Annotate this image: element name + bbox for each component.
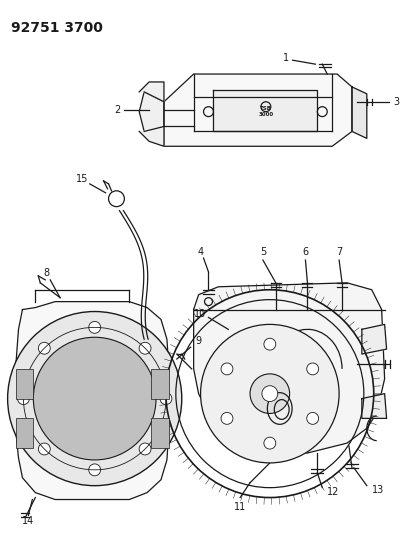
Text: 6: 6 [302, 247, 308, 257]
Circle shape [38, 342, 50, 354]
Polygon shape [194, 283, 385, 453]
Text: 11: 11 [234, 503, 246, 512]
Polygon shape [139, 82, 164, 102]
Circle shape [139, 342, 151, 354]
Bar [151, 369, 169, 399]
Circle shape [33, 337, 156, 460]
Bar [16, 418, 33, 448]
Bar [16, 369, 33, 399]
Polygon shape [139, 126, 164, 146]
Polygon shape [362, 325, 386, 354]
Circle shape [221, 413, 233, 424]
Text: 10: 10 [194, 309, 207, 319]
Text: 5: 5 [260, 247, 266, 257]
Bar [151, 418, 169, 448]
Text: 4: 4 [198, 247, 204, 257]
Text: 3: 3 [394, 97, 400, 107]
Circle shape [262, 386, 278, 401]
Polygon shape [16, 302, 169, 499]
Text: 2: 2 [114, 104, 120, 115]
Circle shape [264, 338, 276, 350]
Circle shape [139, 443, 151, 455]
Text: 15: 15 [76, 174, 88, 184]
Polygon shape [164, 74, 352, 146]
Text: 8: 8 [43, 268, 49, 278]
Polygon shape [139, 92, 164, 146]
Text: 1: 1 [283, 53, 289, 63]
Text: 13: 13 [372, 484, 384, 495]
Circle shape [221, 363, 233, 375]
Circle shape [160, 393, 172, 405]
Circle shape [307, 413, 319, 424]
Polygon shape [362, 394, 386, 418]
Polygon shape [214, 90, 317, 132]
Circle shape [250, 374, 290, 414]
Text: TSB
3000: TSB 3000 [258, 106, 274, 117]
Circle shape [200, 325, 339, 463]
Circle shape [38, 443, 50, 455]
Circle shape [264, 437, 276, 449]
Text: 12: 12 [327, 487, 340, 497]
Text: 7: 7 [336, 247, 342, 257]
Polygon shape [352, 87, 367, 139]
Text: 14: 14 [22, 516, 34, 526]
Circle shape [89, 321, 101, 333]
Circle shape [8, 311, 182, 486]
Text: 92751 3700: 92751 3700 [10, 21, 102, 35]
Circle shape [307, 363, 319, 375]
Text: 9: 9 [196, 336, 202, 346]
Circle shape [89, 464, 101, 476]
Circle shape [18, 393, 29, 405]
